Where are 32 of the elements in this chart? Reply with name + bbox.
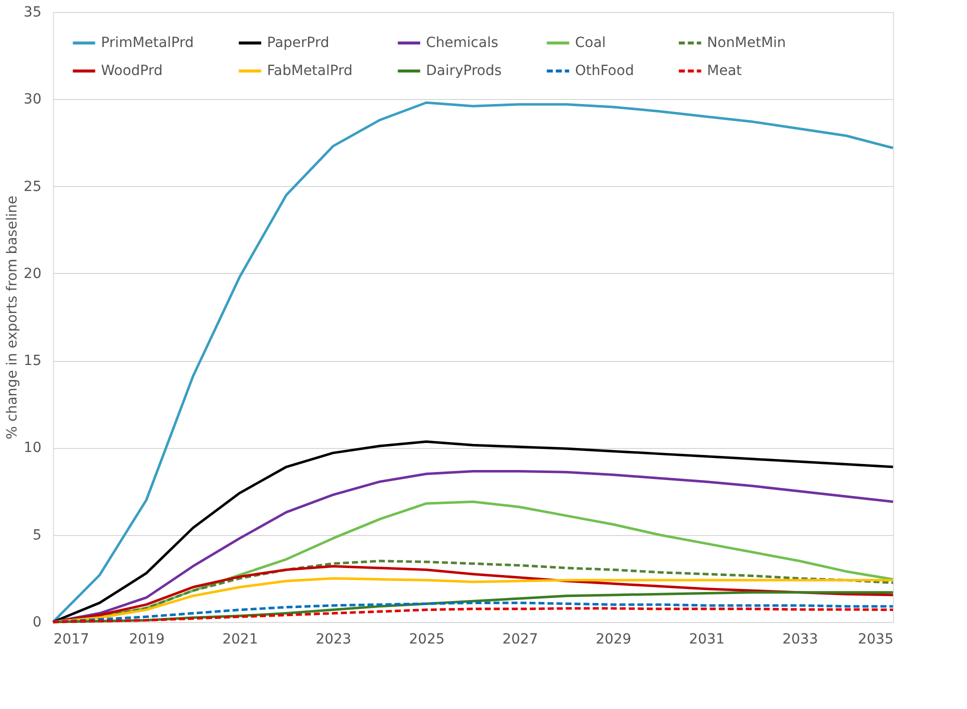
- line-series: [52, 101, 894, 624]
- x-tick-label: 2023: [316, 632, 352, 648]
- y-tick-label: 30: [24, 92, 42, 108]
- legend-label: FabMetalPrd: [267, 63, 352, 79]
- y-tick-label: 35: [24, 4, 42, 20]
- x-tick-label: 2017: [54, 632, 90, 648]
- line-series: [52, 607, 894, 624]
- legend-label: Coal: [575, 35, 606, 51]
- x-tick-label: 2035: [858, 632, 894, 648]
- legend-label: Meat: [707, 63, 742, 79]
- x-tick-label: 2027: [502, 632, 538, 648]
- line-series: [52, 440, 894, 624]
- x-tick-label: 2033: [782, 632, 818, 648]
- x-tick-label: 2029: [596, 632, 632, 648]
- legend-label: NonMetMin: [707, 35, 786, 51]
- legend-label: PaperPrd: [267, 35, 330, 51]
- x-tick-label: 2021: [222, 632, 258, 648]
- legend-label: PrimMetalPrd: [101, 35, 194, 51]
- legend-label: WoodPrd: [101, 63, 163, 79]
- y-tick-label: 25: [24, 178, 42, 195]
- legend-label: DairyProds: [426, 63, 502, 79]
- y-tick-label: 0: [32, 614, 42, 630]
- y-tick-label: 5: [32, 527, 42, 544]
- y-tick-label: 15: [24, 353, 42, 370]
- x-tick-label: 2031: [689, 632, 725, 648]
- x-tick-label: 2025: [409, 632, 445, 648]
- y-axis-title: % change in exports from baseline: [4, 196, 21, 440]
- y-tick-label: 20: [24, 266, 42, 282]
- legend-label: OthFood: [575, 63, 634, 79]
- legend-label: Chemicals: [426, 35, 498, 51]
- y-tick-label: 10: [24, 440, 42, 456]
- x-tick-label: 2019: [129, 632, 165, 648]
